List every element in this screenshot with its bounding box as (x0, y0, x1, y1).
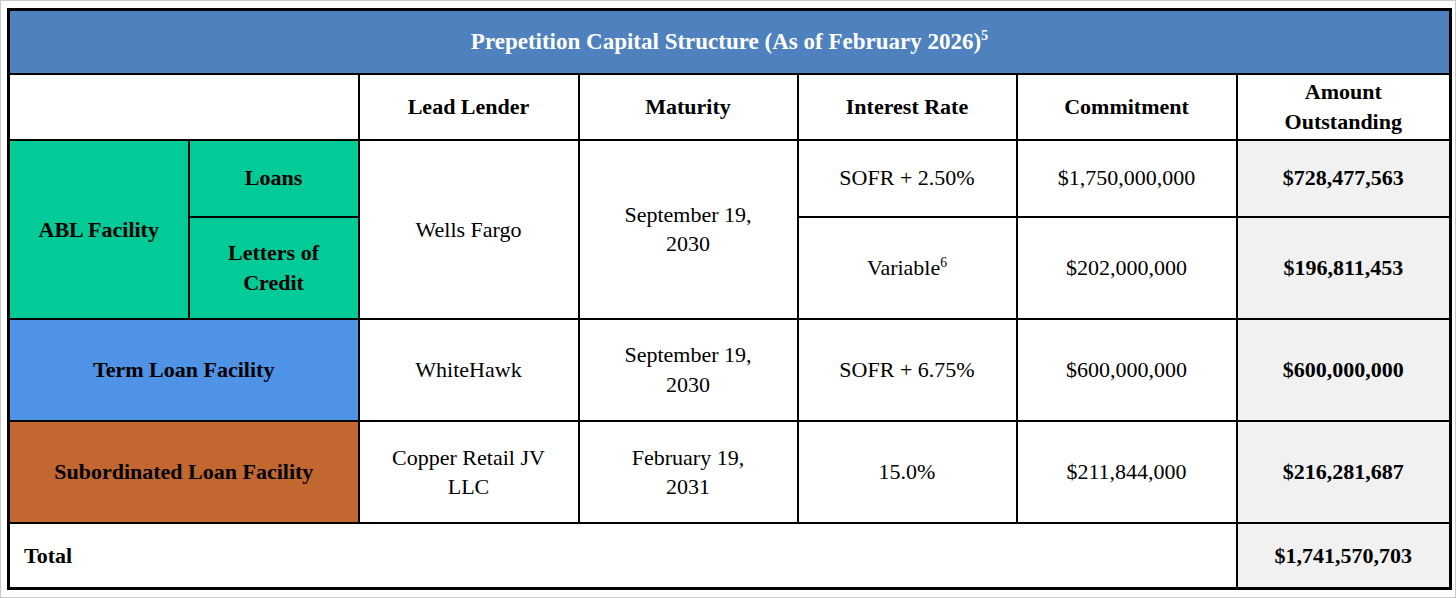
corner-cell (9, 74, 359, 140)
abl-loans-interest-rate: SOFR + 2.50% (798, 140, 1017, 217)
term-loan-facility-label: Term Loan Facility (9, 319, 359, 421)
abl-facility-group-label: ABL Facility (9, 140, 189, 319)
subordinated-maturity: February 19, 2031 (579, 421, 798, 523)
abl-letters-of-credit-interest-rate: Variable6 (798, 217, 1017, 319)
subordinated-commitment: $211,844,000 (1017, 421, 1237, 523)
abl-loans-amount-outstanding: $728,477,563 (1237, 140, 1451, 217)
column-header-lead-lender: Lead Lender (359, 74, 579, 140)
variable-rate-footnote-superscript: 6 (940, 255, 947, 270)
column-header-maturity: Maturity (579, 74, 798, 140)
column-header-amount-outstanding: Amount Outstanding (1237, 74, 1451, 140)
abl-loans-label: Loans (189, 140, 359, 217)
subordinated-loan-facility-label: Subordinated Loan Facility (9, 421, 359, 523)
capital-structure-table: Prepetition Capital Structure (As of Feb… (7, 8, 1452, 590)
table-title-text: Prepetition Capital Structure (As of Feb… (471, 29, 981, 54)
column-header-commitment: Commitment (1017, 74, 1237, 140)
abl-letters-of-credit-label: Letters of Credit (189, 217, 359, 319)
total-amount-outstanding: $1,741,570,703 (1237, 523, 1451, 588)
document-page: Prepetition Capital Structure (As of Feb… (0, 0, 1456, 598)
abl-letters-of-credit-amount-outstanding: $196,811,453 (1237, 217, 1451, 319)
term-loan-interest-rate: SOFR + 6.75% (798, 319, 1017, 421)
total-label: Total (9, 523, 1237, 588)
term-loan-lead-lender: WhiteHawk (359, 319, 579, 421)
term-loan-amount-outstanding: $600,000,000 (1237, 319, 1451, 421)
table-row-abl-loans: ABL Facility Loans Wells Fargo September… (9, 140, 1451, 217)
column-header-interest-rate: Interest Rate (798, 74, 1017, 140)
abl-loans-commitment: $1,750,000,000 (1017, 140, 1237, 217)
subordinated-lead-lender: Copper Retail JV LLC (359, 421, 579, 523)
term-loan-commitment: $600,000,000 (1017, 319, 1237, 421)
abl-maturity: September 19, 2030 (579, 140, 798, 319)
table-title: Prepetition Capital Structure (As of Feb… (9, 10, 1451, 74)
subordinated-amount-outstanding: $216,281,687 (1237, 421, 1451, 523)
subordinated-interest-rate: 15.0% (798, 421, 1017, 523)
table-row-term-loan: Term Loan Facility WhiteHawk September 1… (9, 319, 1451, 421)
title-footnote-superscript: 5 (981, 28, 988, 44)
term-loan-maturity: September 19, 2030 (579, 319, 798, 421)
abl-lead-lender: Wells Fargo (359, 140, 579, 319)
variable-rate-text: Variable (867, 255, 940, 280)
table-row-subordinated-loan: Subordinated Loan Facility Copper Retail… (9, 421, 1451, 523)
abl-letters-of-credit-commitment: $202,000,000 (1017, 217, 1237, 319)
table-row-total: Total $1,741,570,703 (9, 523, 1451, 588)
